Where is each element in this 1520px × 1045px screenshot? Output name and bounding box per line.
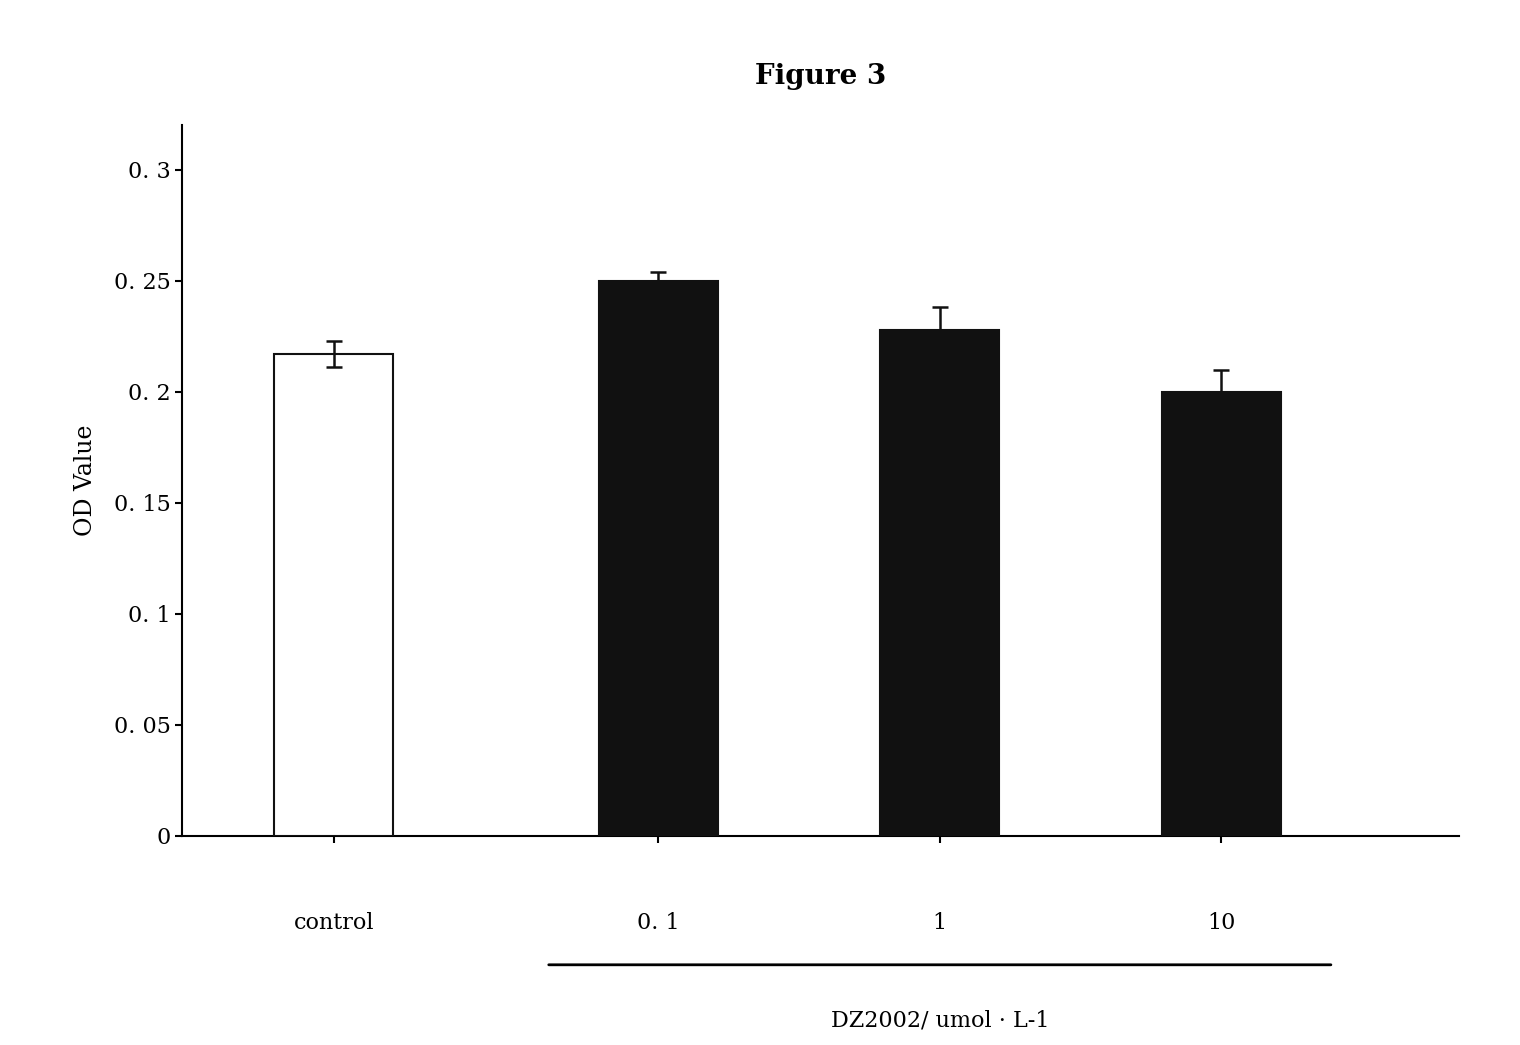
Text: DZ2002/ umol · L-1: DZ2002/ umol · L-1 — [830, 1009, 1049, 1031]
Text: 10: 10 — [1207, 911, 1236, 933]
Bar — [599, 281, 717, 836]
Text: control: control — [293, 911, 374, 933]
Text: 1: 1 — [933, 911, 947, 933]
Bar — [275, 354, 394, 836]
Bar — [880, 330, 999, 836]
Y-axis label: OD Value: OD Value — [74, 425, 97, 536]
Text: 0. 1: 0. 1 — [637, 911, 679, 933]
Title: Figure 3: Figure 3 — [755, 63, 886, 90]
Bar — [1161, 392, 1281, 836]
